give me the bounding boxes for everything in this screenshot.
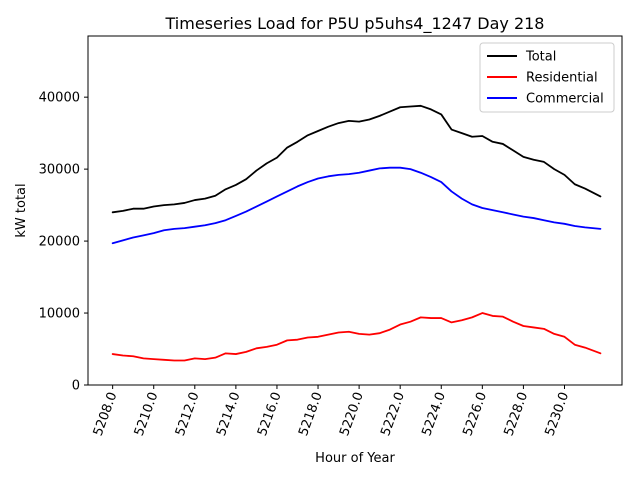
series-line-commercial bbox=[111, 166, 602, 245]
legend-label-residential: Residential bbox=[526, 71, 598, 86]
y-tick-label: 30000 bbox=[39, 163, 80, 178]
series-line-residential bbox=[111, 312, 602, 362]
plot-frame bbox=[87, 35, 623, 386]
legend-label-commercial: Commercial bbox=[526, 92, 604, 107]
y-axis-label: kW total bbox=[14, 183, 29, 237]
y-tick-label: 10000 bbox=[39, 307, 80, 322]
y-tick-label: 40000 bbox=[39, 91, 80, 106]
legend-label-total: Total bbox=[525, 50, 556, 65]
series-line-total bbox=[111, 104, 602, 214]
chart-title: Timeseries Load for P5U p5uhs4_1247 Day … bbox=[165, 14, 545, 34]
x-axis-label: Hour of Year bbox=[315, 451, 395, 466]
y-tick-label: 20000 bbox=[39, 235, 80, 250]
y-tick-label: 0 bbox=[72, 379, 80, 394]
legend: Total Residential Commercial bbox=[479, 42, 615, 113]
legend-box bbox=[479, 42, 615, 113]
